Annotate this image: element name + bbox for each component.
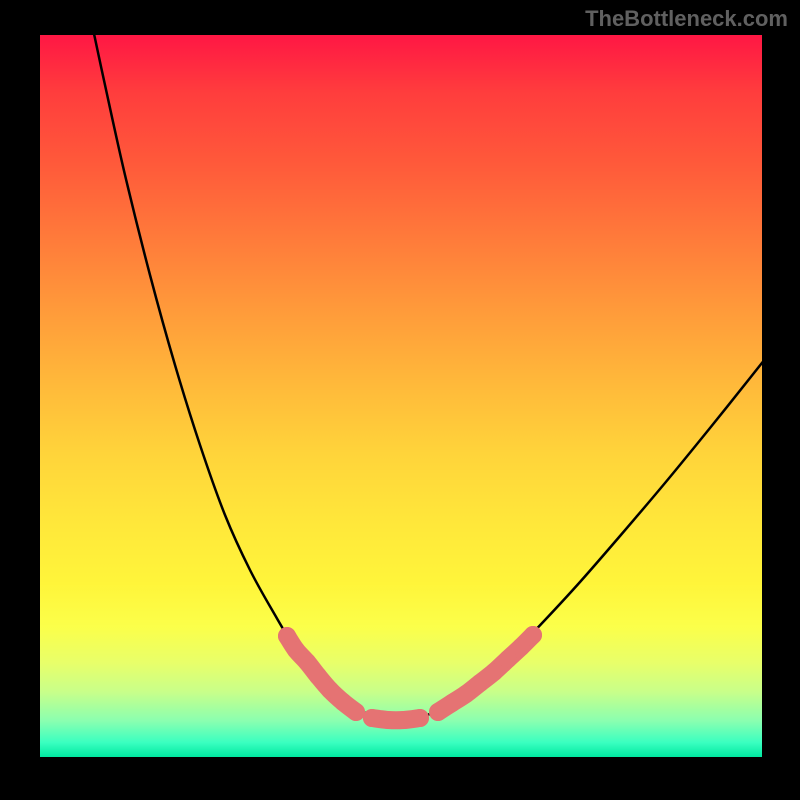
- marker-dot: [524, 626, 542, 644]
- marker-dot: [471, 674, 489, 692]
- watermark-text: TheBottleneck.com: [585, 6, 788, 32]
- marker-dot: [363, 709, 381, 727]
- chart-container: TheBottleneck.com: [0, 0, 800, 800]
- marker-dot: [347, 703, 365, 721]
- marker-dot: [309, 667, 327, 685]
- marker-dot: [379, 711, 397, 729]
- marker-dot: [485, 663, 503, 681]
- marker-dot: [395, 711, 413, 729]
- marker-dot: [411, 709, 429, 727]
- marker-dot: [298, 653, 316, 671]
- curve-layer: [0, 0, 800, 800]
- bottleneck-curve: [90, 15, 800, 719]
- marker-dot: [457, 685, 475, 703]
